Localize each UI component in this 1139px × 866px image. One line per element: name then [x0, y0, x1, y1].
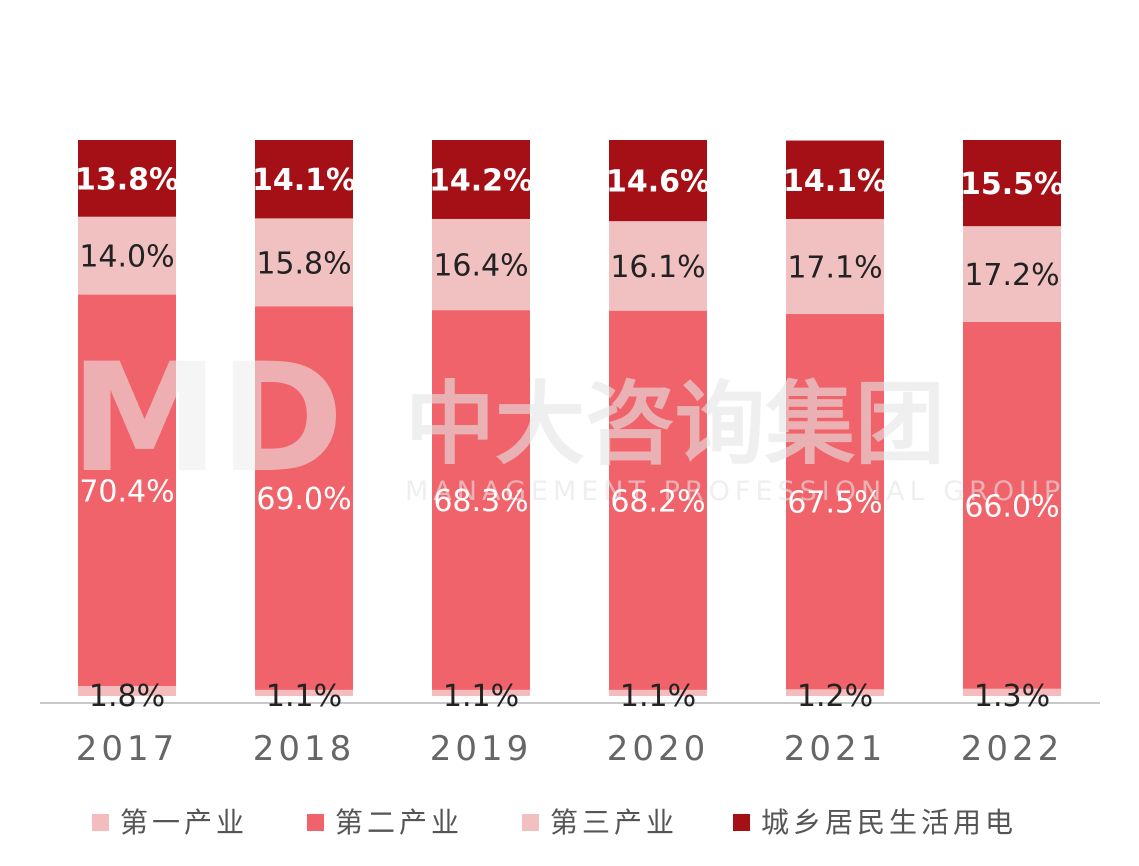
data-label-2017-series-0: 1.8%	[89, 679, 165, 714]
legend-swatch-series-0	[92, 814, 109, 831]
watermark-name: 中大咨询集团	[405, 372, 945, 477]
data-label-2018-series-0: 1.1%	[266, 679, 342, 714]
watermark-logo: MD	[70, 332, 344, 506]
data-label-2019-series-0: 1.1%	[443, 679, 519, 714]
legend: 第一产业 第二产业 第三产业 城乡居民生活用电	[92, 806, 1017, 839]
data-label-2022-series-2: 17.2%	[964, 258, 1059, 293]
legend-swatch-series-3	[733, 814, 750, 831]
bar-segment-2017-series-1	[78, 294, 176, 686]
bar-segment-2022-series-2	[963, 226, 1061, 322]
data-label-2021-series-1: 67.5%	[787, 486, 882, 521]
data-label-2022-series-1: 66.0%	[964, 489, 1059, 524]
x-tick-label-2019: 2019	[430, 729, 533, 769]
bar-segment-2020-series-3	[609, 140, 707, 222]
data-label-2018-series-3: 14.1%	[252, 163, 356, 198]
x-tick-label-2022: 2022	[961, 729, 1064, 769]
data-label-2017-series-3: 13.8%	[75, 162, 179, 197]
bar-segment-2019-series-1	[432, 310, 530, 690]
bar-segment-2021-series-1	[786, 314, 884, 690]
data-label-2022-series-3: 15.5%	[960, 167, 1064, 202]
bar-segment-2018-series-3	[255, 140, 353, 219]
legend-label-series-0: 第一产业	[120, 806, 248, 839]
bar-segment-2021-series-0	[786, 689, 884, 696]
legend-label-series-3: 城乡居民生活用电	[761, 806, 1017, 839]
bar-segment-2018-series-2	[255, 218, 353, 307]
bar-segment-2017-series-2	[78, 216, 176, 295]
bars-layer	[78, 140, 1061, 696]
bar-segment-2018-series-1	[255, 306, 353, 690]
bar-segment-2017-series-0	[78, 685, 176, 696]
legend-swatch-series-2	[522, 814, 539, 831]
bar-segment-2020-series-2	[609, 221, 707, 311]
x-tick-label-2020: 2020	[607, 729, 710, 769]
bar-segment-2022-series-1	[963, 321, 1061, 689]
bar-segment-2020-series-1	[609, 310, 707, 690]
data-label-2017-series-1: 70.4%	[79, 474, 174, 509]
data-label-2019-series-2: 16.4%	[433, 249, 528, 284]
bar-segment-2021-series-2	[786, 218, 884, 315]
data-label-2018-series-2: 15.8%	[256, 246, 351, 281]
data-label-2019-series-3: 14.2%	[429, 163, 533, 198]
x-tick-label-2017: 2017	[76, 729, 179, 769]
x-tick-label-2021: 2021	[784, 729, 887, 769]
bar-segment-2022-series-3	[963, 140, 1061, 227]
watermark-subtitle: MANAGEMENT PROFESSIONAL GROUP	[405, 476, 1065, 507]
data-label-2020-series-1: 68.2%	[610, 484, 705, 519]
x-tick-label-2018: 2018	[253, 729, 356, 769]
bar-segment-2021-series-3	[786, 140, 884, 219]
data-label-2018-series-1: 69.0%	[256, 482, 351, 517]
bar-segment-2020-series-0	[609, 689, 707, 696]
x-tick-labels: 2017 2018 2019 2020 2021 2022	[76, 729, 1064, 769]
data-label-2020-series-3: 14.6%	[606, 165, 710, 200]
bar-segment-2019-series-2	[432, 218, 530, 311]
watermark: MD 中大咨询集团 MANAGEMENT PROFESSIONAL GROUP	[70, 332, 1065, 507]
data-label-2021-series-3: 14.1%	[783, 164, 887, 199]
data-label-2020-series-0: 1.1%	[620, 679, 696, 714]
legend-swatch-series-1	[307, 814, 324, 831]
data-label-2017-series-2: 14.0%	[79, 240, 174, 275]
data-label-2019-series-1: 68.3%	[433, 484, 528, 519]
bar-segment-2019-series-3	[432, 140, 530, 219]
bar-segment-2019-series-0	[432, 689, 530, 696]
data-label-2021-series-2: 17.1%	[787, 250, 882, 285]
data-label-2020-series-2: 16.1%	[610, 250, 705, 285]
data-label-2022-series-0: 1.3%	[974, 679, 1050, 714]
data-label-2021-series-0: 1.2%	[797, 679, 873, 714]
data-labels-layer: 1.8% 70.4% 14.0% 13.8% 1.1% 69.0% 15.8% 14.1% 1.…	[75, 162, 1064, 714]
bar-segment-2017-series-3	[78, 140, 176, 217]
bar-segment-2022-series-0	[963, 688, 1061, 696]
legend-label-series-1: 第二产业	[335, 806, 463, 839]
bar-segment-2018-series-0	[255, 689, 353, 696]
legend-label-series-2: 第三产业	[550, 806, 678, 839]
